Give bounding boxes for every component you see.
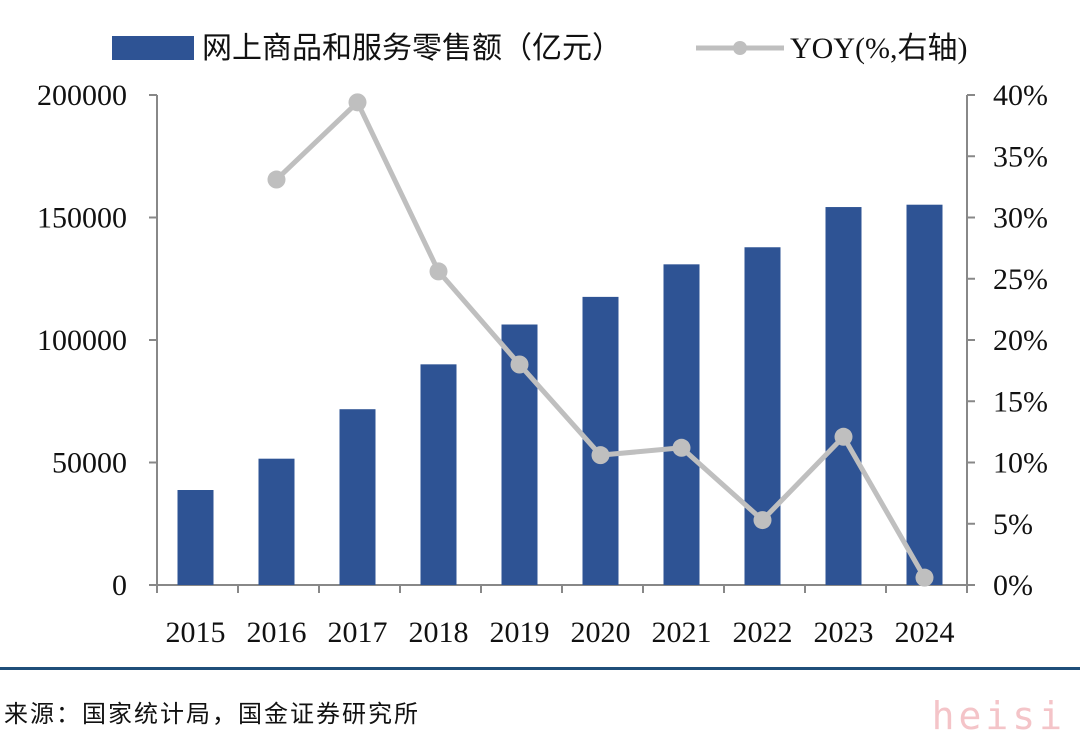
x-tick-label: 2016 (247, 616, 307, 649)
x-tick-label: 2021 (652, 616, 712, 649)
right-tick-label: 0% (993, 569, 1033, 602)
left-tick-label: 100000 (37, 324, 127, 357)
bar-2023 (825, 207, 862, 585)
x-tick-label: 2017 (328, 616, 388, 649)
right-tick-label: 40% (993, 79, 1048, 112)
yoy-point-2022 (753, 511, 772, 530)
bar-2024 (906, 204, 943, 586)
legend-bar-swatch (112, 36, 194, 60)
left-tick-label: 200000 (37, 79, 127, 112)
x-tick-label: 2015 (166, 616, 226, 649)
right-tick-label: 10% (993, 447, 1048, 480)
yoy-point-2019 (510, 355, 529, 374)
bar-2018 (420, 364, 457, 585)
left-tick-label: 0 (112, 569, 127, 602)
yoy-point-2017 (348, 93, 367, 112)
source-note: 来源：国家统计局，国金证券研究所 (4, 700, 420, 728)
x-tick-label: 2022 (733, 616, 793, 649)
chart: 0 50000 100000 150000 200000 0% 5% 10% 15% 20% 25%… (37, 32, 1048, 649)
right-tick-label: 25% (993, 263, 1048, 296)
watermark: heisi (931, 694, 1066, 738)
legend-bar-label: 网上商品和服务零售额（亿元） (202, 32, 622, 65)
footer-divider (0, 667, 1080, 670)
yoy-point-2020 (591, 446, 610, 465)
bar-2016 (258, 458, 295, 585)
yoy-point-2021 (672, 438, 691, 457)
x-tick-label: 2024 (895, 616, 955, 649)
yoy-point-2024 (915, 568, 934, 587)
right-tick-label: 30% (993, 202, 1048, 235)
x-tick-label: 2020 (571, 616, 631, 649)
bar-2021 (663, 264, 700, 585)
left-tick-label: 150000 (37, 202, 127, 235)
right-tick-label: 15% (993, 385, 1048, 418)
legend-line-label: YOY(%,右轴) (790, 32, 967, 65)
x-tick-label: 2018 (409, 616, 469, 649)
right-tick-label: 5% (993, 508, 1033, 541)
yoy-point-2018 (429, 262, 448, 281)
right-tick-label: 20% (993, 324, 1048, 357)
legend-line-marker (733, 41, 747, 55)
x-tick-label: 2019 (490, 616, 550, 649)
yoy-point-2016 (267, 170, 286, 189)
x-tick-label: 2023 (814, 616, 874, 649)
yoy-point-2023 (834, 427, 853, 446)
bar-2017 (339, 409, 376, 585)
right-tick-label: 35% (993, 140, 1048, 173)
bar-2015 (177, 490, 214, 585)
bar-2022 (744, 247, 781, 586)
left-tick-label: 50000 (52, 447, 127, 480)
